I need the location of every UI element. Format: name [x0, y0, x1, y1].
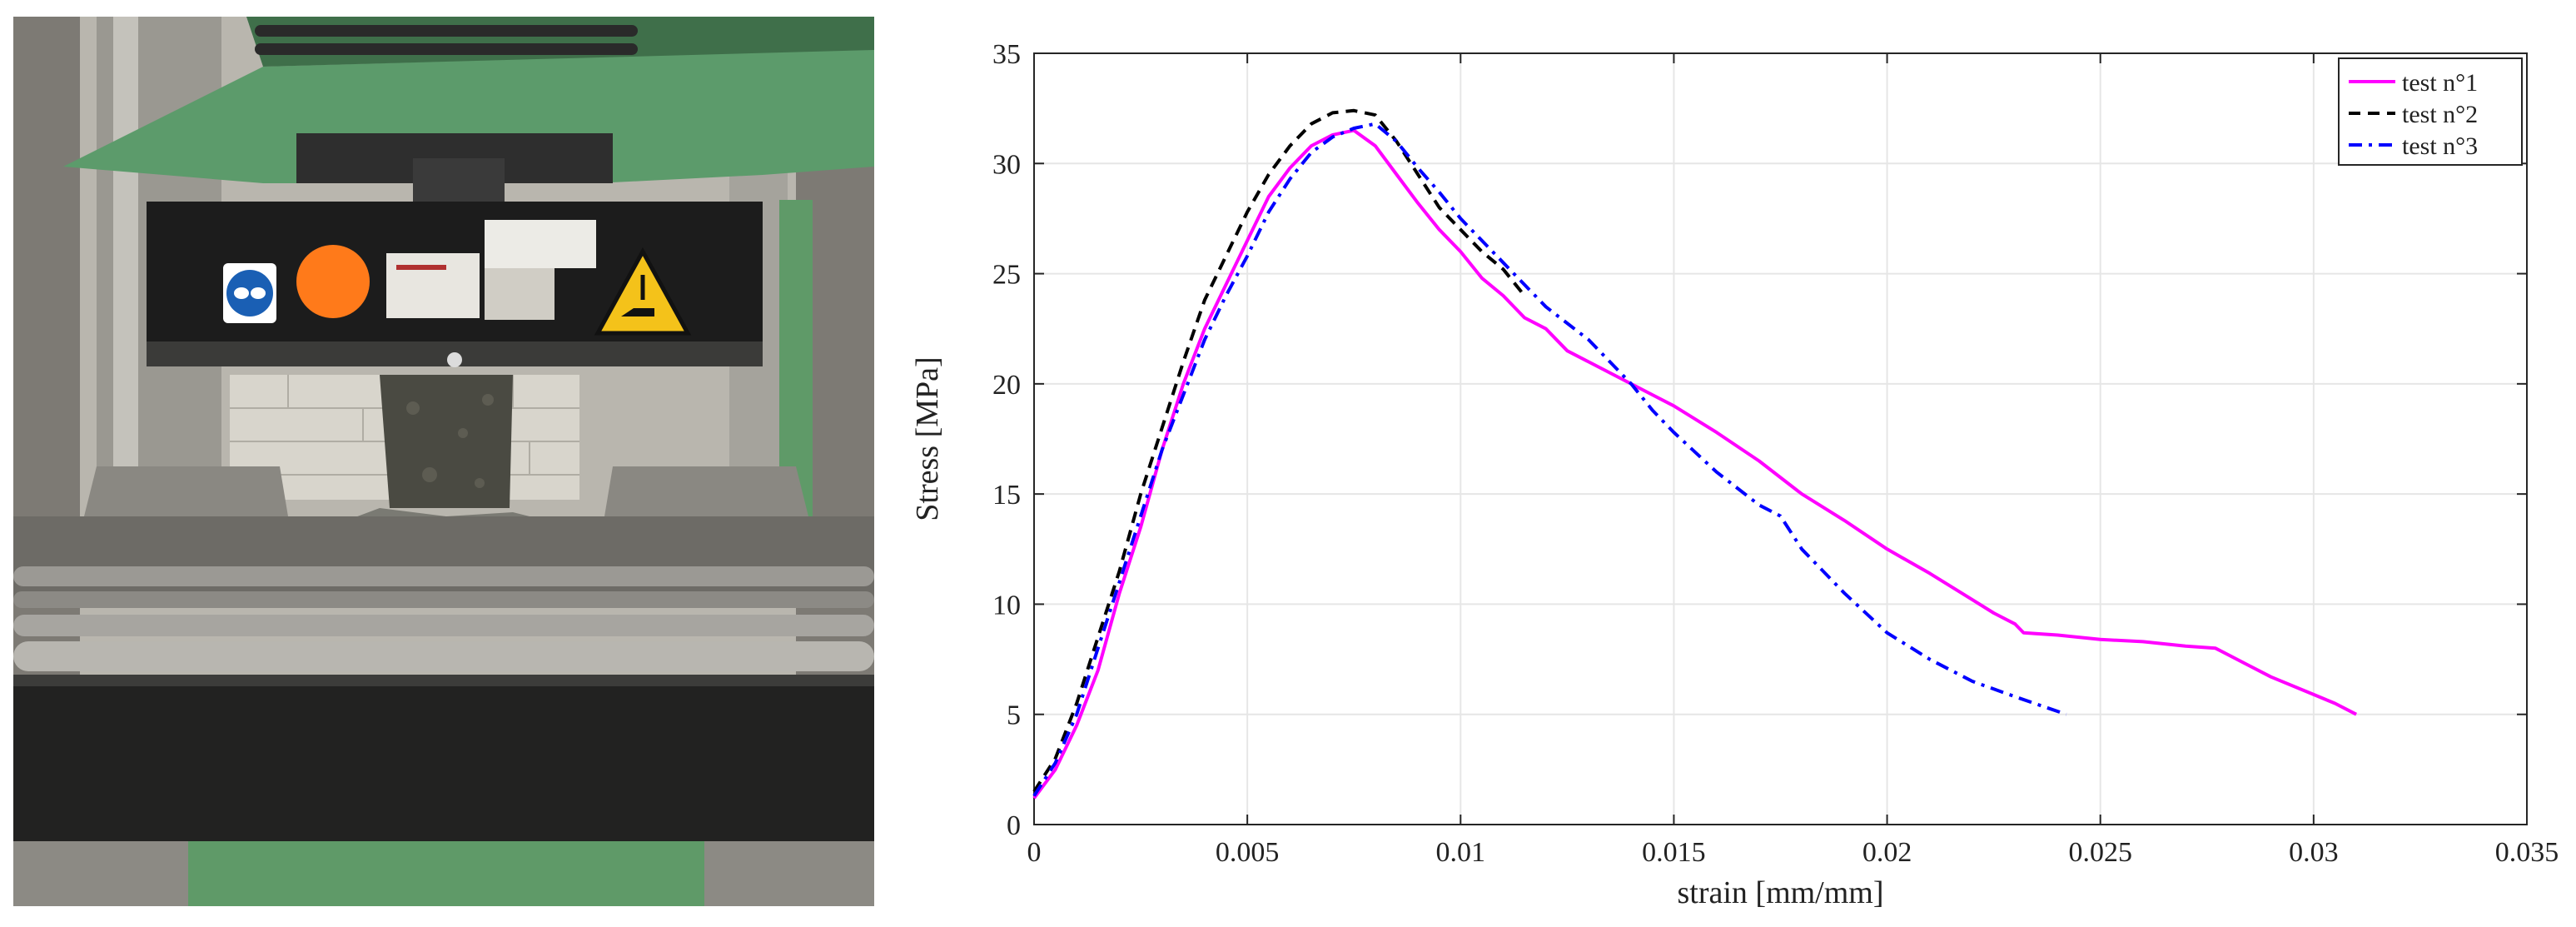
rollers — [13, 566, 874, 671]
floor-left — [13, 841, 188, 906]
plot-frame — [1033, 52, 2528, 825]
green-frame-top — [63, 50, 874, 183]
y-tick-label: 10 — [992, 590, 1021, 620]
green-floor-frame — [188, 841, 704, 906]
x-tick-label: 0.03 — [2289, 837, 2339, 868]
series-line-3 — [1032, 122, 2067, 797]
y-tick-label: 30 — [992, 149, 1021, 180]
grid — [1033, 52, 2528, 825]
x-tick-label: 0.005 — [1216, 837, 1280, 868]
compression-test-photo — [13, 17, 874, 906]
legend: test n°1 test n°2 test n°3 — [2338, 57, 2523, 166]
legend-label-3: test n°3 — [2402, 132, 2478, 160]
floor-right — [704, 841, 874, 906]
x-tick-label: 0.025 — [2068, 837, 2132, 868]
safety-goggles-sign-icon — [223, 263, 276, 323]
ticks: 0 0.005 0.01 0.015 0.02 0.025 0.03 0.035 0 5 10 15 2… — [992, 39, 2559, 868]
y-tick-label: 25 — [992, 260, 1021, 291]
series — [1032, 108, 2358, 800]
chart-svg: 0 0.005 0.01 0.015 0.02 0.025 0.03 0.035 0 5 10 15 2… — [910, 39, 2559, 910]
legend-label-1: test n°1 — [2402, 69, 2478, 97]
orange-dot-icon — [296, 245, 370, 318]
spring-coils — [255, 25, 638, 55]
series-line-2 — [1032, 108, 1526, 793]
label-sticker-line — [396, 265, 446, 270]
label-sticker-2 — [485, 220, 596, 268]
y-tick-label: 20 — [992, 370, 1021, 401]
legend-label-2: test n°2 — [2402, 101, 2478, 128]
x-axis-label: strain [mm/mm] — [1677, 875, 1883, 910]
x-tick-label: 0.02 — [1862, 837, 1912, 868]
label-sticker-3 — [485, 268, 554, 320]
specimen-texture — [406, 394, 494, 488]
lower-base-edge — [13, 675, 874, 686]
y-tick-label: 0 — [1007, 810, 1021, 841]
x-tick-label: 0.035 — [2495, 837, 2559, 868]
label-sticker-1 — [386, 253, 480, 318]
photo-illustration — [13, 17, 874, 906]
y-axis-label: Stress [MPa] — [910, 356, 945, 521]
y-tick-label: 5 — [1007, 700, 1021, 731]
stress-strain-chart: 0 0.005 0.01 0.015 0.02 0.025 0.03 0.035 0 5 10 15 2… — [883, 0, 2576, 923]
lower-base — [13, 675, 874, 841]
series-line-1 — [1032, 128, 2358, 800]
y-tick-label: 35 — [992, 39, 1021, 70]
left-column-highlight — [113, 17, 138, 550]
y-tick-label: 15 — [992, 480, 1021, 511]
hand-crush-warning-icon — [594, 247, 692, 336]
platen-bolt — [447, 352, 462, 367]
x-tick-label: 0.015 — [1642, 837, 1706, 868]
x-tick-label: 0.01 — [1436, 837, 1486, 868]
concrete-specimen — [380, 375, 513, 508]
x-tick-label: 0 — [1027, 837, 1042, 868]
load-piston — [413, 158, 505, 208]
roller-bed — [13, 516, 874, 600]
